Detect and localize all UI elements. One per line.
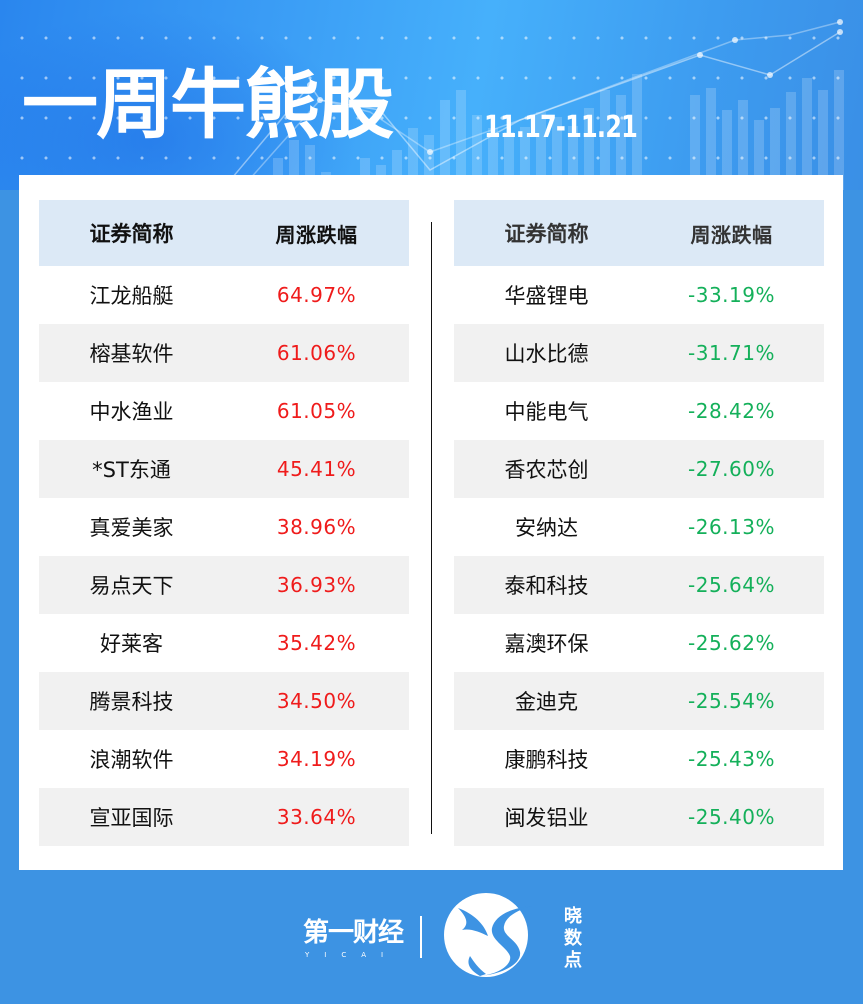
date-range: 11.17-11.21 — [484, 110, 638, 145]
stock-change: 33.64% — [276, 805, 357, 829]
stock-change: 38.96% — [276, 515, 357, 539]
stock-change: -25.43% — [688, 747, 775, 771]
stock-change: 34.50% — [276, 689, 357, 713]
stock-name: 山水比德 — [504, 342, 589, 366]
stock-change: -31.71% — [688, 341, 775, 365]
table-row: 闽发铝业 -25.40% — [454, 788, 824, 846]
table-row: 中能电气 -28.42% — [454, 382, 824, 440]
stock-change: 61.05% — [276, 399, 357, 423]
table-row: 好莱客 35.42% — [39, 614, 409, 672]
stock-name: 中能电气 — [504, 400, 589, 424]
stock-change: 61.06% — [276, 341, 357, 365]
decorative-chart-icon — [221, 19, 844, 190]
stock-change: -27.60% — [688, 457, 775, 481]
table-row: 浪潮软件 34.19% — [39, 730, 409, 788]
table-header: 证券简称 周涨跌幅 — [454, 200, 824, 266]
stock-change: 36.93% — [276, 573, 357, 597]
stock-name: 浪潮软件 — [89, 748, 174, 772]
table-row: *ST东通 45.41% — [39, 440, 409, 498]
stock-change: -25.40% — [688, 805, 775, 829]
stock-name: 中水渔业 — [89, 400, 174, 424]
table-row: 江龙船艇 64.97% — [39, 266, 409, 324]
column-header-change: 周涨跌幅 — [275, 222, 358, 247]
table-row: 泰和科技 -25.64% — [454, 556, 824, 614]
stock-name: 好莱客 — [100, 632, 163, 656]
header-banner: 一周牛熊股 11.17-11.21 — [0, 0, 863, 190]
table-row: 宣亚国际 33.64% — [39, 788, 409, 846]
stock-change: 34.19% — [276, 747, 357, 771]
footer — [0, 870, 863, 1004]
stock-change: -25.64% — [688, 573, 775, 597]
stock-change: -33.19% — [688, 283, 775, 307]
stock-change: 45.41% — [276, 457, 357, 481]
table-row: 香农芯创 -27.60% — [454, 440, 824, 498]
stock-change: -25.62% — [688, 631, 775, 655]
stock-change: -26.13% — [688, 515, 775, 539]
stock-name: 宣亚国际 — [89, 806, 174, 830]
stock-name: 华盛锂电 — [504, 284, 589, 308]
xs-logo-icon — [444, 893, 532, 977]
table-row: 金迪克 -25.54% — [454, 672, 824, 730]
yicai-logo-subtitle: YICAI — [305, 951, 399, 959]
stock-name: 易点天下 — [89, 574, 174, 598]
stock-change: 64.97% — [276, 283, 357, 307]
stock-name: 安纳达 — [515, 516, 578, 540]
column-header-change: 周涨跌幅 — [690, 222, 773, 247]
page-title: 一周牛熊股 — [22, 60, 394, 149]
bear-stocks-table: 证券简称 周涨跌幅 华盛锂电 -33.19% 山水比德 -31.71% 中能电气 -2… — [454, 200, 824, 846]
stock-name: 闽发铝业 — [504, 806, 589, 830]
table-row: 安纳达 -26.13% — [454, 498, 824, 556]
column-header-name: 证券简称 — [504, 222, 589, 246]
table-header: 证券简称 周涨跌幅 — [39, 200, 409, 266]
table-row: 腾景科技 34.50% — [39, 672, 409, 730]
stock-name: 康鹏科技 — [504, 748, 589, 772]
stock-name: 腾景科技 — [89, 690, 174, 714]
stock-change: 35.42% — [276, 631, 357, 655]
stock-name: 泰和科技 — [504, 574, 589, 598]
table-row: 易点天下 36.93% — [39, 556, 409, 614]
stock-name: 榕基软件 — [89, 342, 174, 366]
table-row: 嘉澳环保 -25.62% — [454, 614, 824, 672]
table-row: 榕基软件 61.06% — [39, 324, 409, 382]
yicai-logo: 第一财经 — [303, 918, 404, 948]
stock-change: -28.42% — [688, 399, 775, 423]
footer-divider — [420, 916, 422, 958]
table-row: 山水比德 -31.71% — [454, 324, 824, 382]
stock-change: -25.54% — [688, 689, 775, 713]
content-card: 证券简称 周涨跌幅 江龙船艇 64.97% 榕基软件 61.06% 中水渔业 61.0… — [19, 175, 843, 870]
column-header-name: 证券简称 — [89, 222, 174, 246]
stock-name: 江龙船艇 — [89, 284, 174, 308]
column-divider — [431, 222, 432, 834]
table-row: 真爱美家 38.96% — [39, 498, 409, 556]
table-row: 中水渔业 61.05% — [39, 382, 409, 440]
table-row: 康鹏科技 -25.43% — [454, 730, 824, 788]
stock-name: 香农芯创 — [504, 458, 589, 482]
xiaoshudian-label: 晓数点 — [564, 906, 582, 971]
stock-name: 真爱美家 — [89, 516, 174, 540]
stock-name: 金迪克 — [515, 690, 578, 714]
bull-stocks-table: 证券简称 周涨跌幅 江龙船艇 64.97% 榕基软件 61.06% 中水渔业 61.0… — [39, 200, 409, 846]
stock-name: *ST东通 — [92, 458, 171, 482]
decorative-dots — [10, 18, 850, 168]
stock-name: 嘉澳环保 — [504, 632, 589, 656]
table-row: 华盛锂电 -33.19% — [454, 266, 824, 324]
